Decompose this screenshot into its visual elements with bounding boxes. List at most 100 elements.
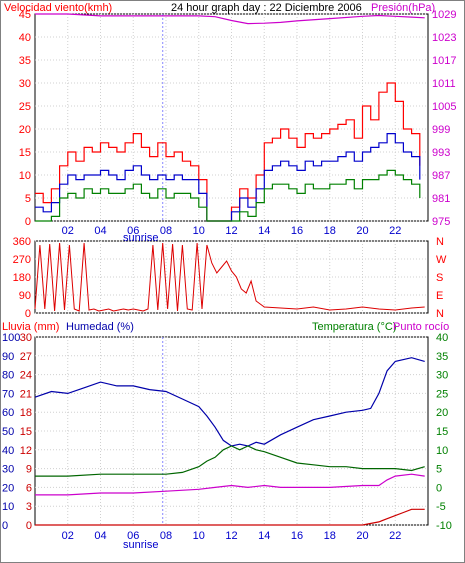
direction-tick-label: 90 <box>19 290 31 302</box>
wind-tick-label: 35 <box>19 55 31 67</box>
rain-tick-label: 12 <box>20 445 32 457</box>
x-tick-label: 10 <box>193 225 205 237</box>
compass-letter: W <box>436 254 447 266</box>
rain-tick-label: 30 <box>20 332 32 344</box>
x-tick-label: 06 <box>127 530 139 542</box>
chart-title: 24 hour graph day : 22 Diciembre 2006 <box>171 2 362 14</box>
wind-tick-label: 15 <box>19 147 31 159</box>
x-tick-label: 04 <box>94 225 106 237</box>
pressure-tick-label: 999 <box>432 124 450 136</box>
dewpoint-axis-label: Punto rocío <box>393 321 449 333</box>
temp-tick-label: 0 <box>436 482 442 494</box>
temp-tick-label: 30 <box>436 370 448 382</box>
humidity-tick-label: 60 <box>2 407 14 419</box>
sunrise-label-bottom: sunrise <box>123 539 158 551</box>
pressure-tick-label: 1029 <box>432 9 456 21</box>
humidity-tick-label: 30 <box>2 464 14 476</box>
wind-tick-label: 25 <box>19 101 31 113</box>
direction-tick-label: 0 <box>25 308 31 320</box>
wind-tick-label: 5 <box>25 193 31 205</box>
wind-tick-label: 45 <box>19 9 31 21</box>
x-tick-label: 22 <box>389 530 401 542</box>
x-tick-label: 14 <box>258 530 270 542</box>
wind_min-series-line <box>35 169 421 222</box>
humidity-tick-label: 80 <box>2 370 14 382</box>
temp-tick-label: 35 <box>436 351 448 363</box>
rain-tick-label: 18 <box>20 407 32 419</box>
rain-axis-label: Lluvia (mm) <box>2 321 59 333</box>
x-tick-label: 18 <box>324 530 336 542</box>
x-tick-label: 16 <box>291 225 303 237</box>
humidity-tick-label: 100 <box>2 332 20 344</box>
pressure-tick-label: 981 <box>432 193 450 205</box>
x-tick-label: 10 <box>193 530 205 542</box>
direction-series-line <box>34 242 425 312</box>
compass-letter: E <box>436 290 443 302</box>
x-tick-label: 02 <box>62 225 74 237</box>
humidity-tick-label: 0 <box>2 520 8 532</box>
temp-tick-label: 20 <box>436 407 448 419</box>
humidity-tick-label: 40 <box>2 445 14 457</box>
x-tick-label: 04 <box>94 530 106 542</box>
temperature-axis-label: Temperatura (°C) <box>312 321 396 333</box>
dewpoint-series-line <box>35 473 425 496</box>
temp-tick-label: 40 <box>436 332 448 344</box>
pressure-axis-label: Presión(hPa) <box>371 2 435 14</box>
wind-tick-label: 30 <box>19 78 31 90</box>
gust-series-line <box>35 82 421 222</box>
temp-tick-label: 25 <box>436 388 448 400</box>
direction-tick-label: 180 <box>13 272 31 284</box>
x-tick-label: 06 <box>127 225 139 237</box>
rain-tick-label: 27 <box>20 351 32 363</box>
rain-tick-label: 6 <box>26 482 32 494</box>
wind-tick-label: 0 <box>25 216 31 228</box>
wind-tick-label: 20 <box>19 124 31 136</box>
x-tick-label: 20 <box>356 530 368 542</box>
compass-letter: N <box>436 236 444 248</box>
rain-series-line <box>35 508 425 526</box>
x-tick-label: 12 <box>225 225 237 237</box>
pressure-tick-label: 1017 <box>432 55 456 67</box>
rain-tick-label: 21 <box>20 388 32 400</box>
rain-tick-label: 3 <box>26 501 32 513</box>
temp-tick-label: 15 <box>436 426 448 438</box>
compass-letter: N <box>436 308 444 320</box>
pressure-tick-label: 1011 <box>432 78 456 90</box>
rain-tick-label: 9 <box>26 464 32 476</box>
pressure-tick-label: 987 <box>432 170 450 182</box>
x-tick-label: 08 <box>160 225 172 237</box>
x-tick-label: 18 <box>324 225 336 237</box>
direction-tick-label: 360 <box>13 236 31 248</box>
wind-tick-label: 10 <box>19 170 31 182</box>
wind-tick-label: 40 <box>19 32 31 44</box>
temp-tick-label: -10 <box>436 520 452 532</box>
rain-tick-label: 24 <box>20 370 32 382</box>
pressure-tick-label: 975 <box>432 216 450 228</box>
pressure-series-line <box>35 13 425 25</box>
humidity-axis-label: Humedad (%) <box>66 321 134 333</box>
humidity-series-line <box>34 357 425 447</box>
x-tick-label: 12 <box>225 530 237 542</box>
x-tick-label: 08 <box>160 530 172 542</box>
x-tick-label: 22 <box>389 225 401 237</box>
wind_avg-series-line <box>35 133 421 222</box>
pressure-tick-label: 993 <box>432 147 450 159</box>
humidity-tick-label: 10 <box>2 501 14 513</box>
pressure-tick-label: 1005 <box>432 101 456 113</box>
humidity-tick-label: 70 <box>2 388 14 400</box>
pressure-tick-label: 1023 <box>432 32 456 44</box>
temperature-series-line <box>35 445 425 477</box>
humidity-tick-label: 20 <box>2 482 14 494</box>
x-tick-label: 20 <box>356 225 368 237</box>
direction-tick-label: 270 <box>13 254 31 266</box>
temp-tick-label: -5 <box>436 501 446 513</box>
x-tick-label: 14 <box>258 225 270 237</box>
rain-tick-label: 0 <box>26 520 32 532</box>
x-tick-label: 02 <box>62 530 74 542</box>
compass-letter: S <box>436 272 443 284</box>
rain-tick-label: 15 <box>20 426 32 438</box>
temp-tick-label: 5 <box>436 464 442 476</box>
temp-tick-label: 10 <box>436 445 448 457</box>
